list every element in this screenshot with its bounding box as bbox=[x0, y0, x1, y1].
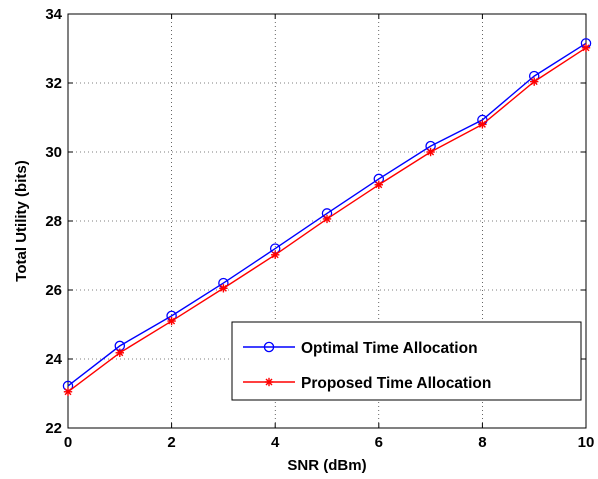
x-tick-label: 10 bbox=[578, 434, 595, 451]
legend: Optimal Time Allocation Proposed Time All… bbox=[231, 321, 582, 401]
data-point bbox=[63, 387, 73, 396]
legend-marker bbox=[263, 341, 275, 353]
marker-stroke bbox=[478, 120, 486, 128]
legend-entry-1: Optimal Time Allocation bbox=[243, 340, 478, 357]
data-point bbox=[115, 348, 124, 357]
legend-entry-2: Proposed Time Allocation bbox=[243, 375, 491, 392]
marker-stroke bbox=[116, 349, 124, 357]
x-axis-label: SNR (dBm) bbox=[287, 457, 366, 474]
marker-stroke bbox=[265, 378, 273, 386]
marker-stroke bbox=[271, 251, 279, 259]
y-tick-label: 28 bbox=[45, 213, 62, 230]
legend-marker bbox=[264, 377, 274, 387]
marker-stroke bbox=[219, 284, 227, 292]
data-point bbox=[322, 214, 332, 224]
marker-stroke bbox=[168, 317, 176, 325]
data-point bbox=[167, 316, 176, 326]
marker-stroke bbox=[323, 215, 331, 223]
series-line bbox=[67, 42, 587, 387]
data-point bbox=[581, 43, 591, 53]
data-point bbox=[426, 147, 435, 157]
y-tick-label: 32 bbox=[45, 75, 62, 92]
x-tick-label: 4 bbox=[271, 434, 280, 451]
x-tick-label: 0 bbox=[64, 434, 72, 451]
y-tick-label: 24 bbox=[45, 351, 62, 368]
marker-stroke bbox=[427, 148, 435, 156]
marker-stroke bbox=[64, 388, 72, 396]
x-tick-label: 6 bbox=[375, 434, 383, 451]
legend-label: Optimal Time Allocation bbox=[301, 340, 478, 357]
x-tick-label: 8 bbox=[478, 434, 486, 451]
data-point bbox=[271, 250, 280, 260]
x-tick-label: 2 bbox=[167, 434, 175, 451]
data-point bbox=[219, 284, 228, 293]
legend-label: Proposed Time Allocation bbox=[301, 375, 491, 392]
series-layer bbox=[62, 38, 592, 396]
y-tick-label: 34 bbox=[45, 6, 62, 23]
marker-stroke bbox=[530, 78, 538, 86]
y-tick-label: 26 bbox=[45, 282, 62, 299]
marker-stroke bbox=[375, 181, 383, 189]
y-axis-label: Total Utility (bits) bbox=[13, 160, 30, 281]
y-tick-label: 22 bbox=[45, 420, 62, 437]
legend-box bbox=[231, 321, 582, 401]
series-2 bbox=[63, 43, 591, 396]
data-point bbox=[530, 77, 539, 86]
marker-stroke bbox=[582, 44, 590, 52]
data-point bbox=[478, 120, 487, 129]
data-point bbox=[374, 180, 383, 189]
y-tick-label: 30 bbox=[45, 144, 62, 161]
